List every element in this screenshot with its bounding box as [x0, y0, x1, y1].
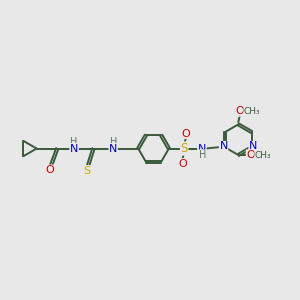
Text: S: S — [83, 166, 90, 176]
Text: O: O — [236, 106, 244, 116]
Text: O: O — [46, 165, 54, 175]
Text: H: H — [70, 137, 78, 147]
Text: O: O — [181, 128, 190, 139]
Text: N: N — [70, 143, 78, 154]
Text: CH₃: CH₃ — [255, 151, 272, 160]
Text: H: H — [110, 137, 117, 147]
Text: N: N — [249, 142, 257, 152]
Text: N: N — [109, 143, 117, 154]
Text: N: N — [198, 143, 206, 154]
Text: H: H — [199, 150, 206, 160]
Text: O: O — [178, 158, 187, 169]
Text: N: N — [219, 142, 228, 152]
Text: S: S — [181, 142, 188, 155]
Text: CH₃: CH₃ — [244, 106, 260, 116]
Text: O: O — [246, 150, 255, 160]
